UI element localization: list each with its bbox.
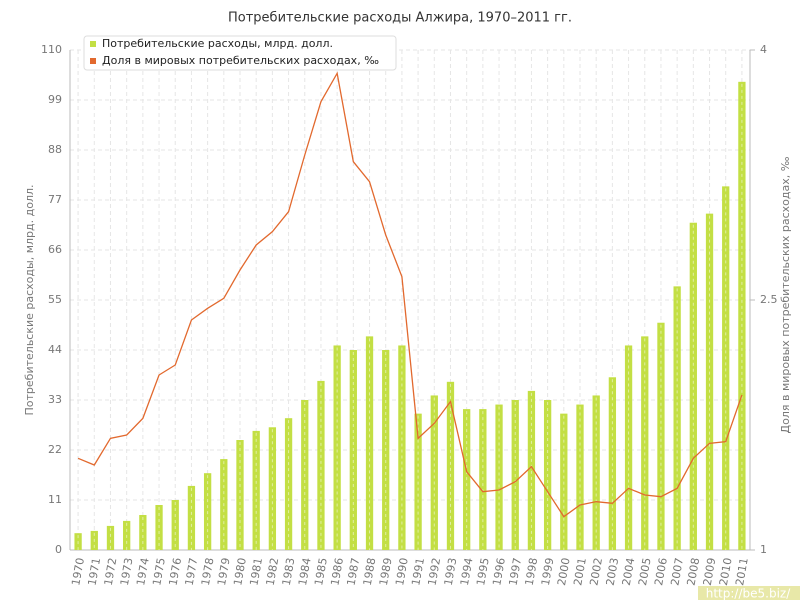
x-tick-label: 1975 — [150, 557, 168, 587]
y2-tick-label: 4 — [760, 43, 767, 56]
bar — [333, 345, 341, 550]
x-tick-label: 1998 — [523, 557, 541, 587]
x-tick-label: 1996 — [490, 557, 508, 587]
legend-box — [83, 35, 397, 71]
bar — [268, 427, 277, 550]
x-tick-label: 1986 — [328, 557, 346, 587]
x-tick-label: 1980 — [231, 557, 249, 587]
bar — [317, 380, 325, 550]
bar — [738, 81, 746, 551]
x-tick-label: 1982 — [264, 557, 282, 587]
bar — [430, 395, 438, 550]
y2-tick-label: 1 — [760, 543, 767, 556]
x-tick-label: 2010 — [717, 557, 735, 587]
x-tick-label: 1984 — [296, 557, 314, 587]
x-tick-label: 1999 — [539, 557, 557, 587]
chart-title: Потребительские расходы Алжира, 1970–201… — [228, 11, 572, 26]
x-tick-label: 1991 — [409, 557, 427, 587]
y2-tick-label: 2.5 — [760, 293, 778, 306]
x-tick-label: 1974 — [134, 557, 152, 587]
x-tick-label: 1972 — [102, 557, 120, 587]
x-tick-label: 2009 — [701, 557, 719, 587]
x-tick-label: 1992 — [426, 557, 444, 587]
legend-label: Потребительские расходы, млрд. долл. — [102, 37, 333, 50]
bar — [398, 345, 406, 550]
x-tick-label: 2007 — [668, 557, 686, 587]
x-tick-label: 2002 — [587, 557, 605, 587]
bar — [446, 381, 455, 550]
x-tick-label: 2000 — [555, 557, 573, 587]
x-tick-label: 1976 — [166, 557, 184, 587]
y-tick-label: 110 — [41, 43, 62, 56]
x-tick-label: 2008 — [685, 557, 703, 587]
legend-swatch — [90, 41, 96, 47]
bar — [106, 525, 115, 550]
y-tick-label: 55 — [48, 293, 62, 306]
y-tick-label: 99 — [48, 93, 62, 106]
bar — [236, 440, 244, 550]
x-tick-label: 1977 — [183, 557, 201, 587]
bar — [624, 345, 633, 550]
bar — [705, 213, 714, 551]
legend-label: Доля в мировых потребительских расходах,… — [102, 54, 379, 67]
x-tick-label: 1993 — [442, 557, 460, 587]
y-axis-title: Потребительские расходы, млрд. долл. — [23, 185, 36, 416]
x-tick-label: 2001 — [571, 557, 589, 587]
x-tick-label: 2005 — [636, 557, 654, 587]
x-tick-label: 1989 — [377, 557, 395, 587]
y-tick-label: 0 — [55, 543, 62, 556]
x-tick-label: 1970 — [69, 557, 87, 587]
bar — [673, 286, 681, 550]
x-tick-label: 1971 — [86, 557, 104, 587]
y-tick-label: 11 — [48, 493, 62, 506]
bar — [495, 404, 503, 550]
x-tick-label: 2011 — [733, 557, 751, 587]
x-tick-label: 1983 — [280, 557, 298, 587]
bar — [689, 222, 697, 550]
bar — [657, 322, 665, 550]
legend: Потребительские расходы, млрд. долл. Доля… — [83, 35, 397, 71]
bar — [722, 186, 730, 550]
bar — [171, 500, 179, 550]
x-tick-label: 2006 — [652, 557, 670, 587]
bar — [139, 515, 147, 550]
bar — [284, 418, 293, 550]
line — [77, 71, 743, 518]
bar — [576, 404, 584, 550]
watermark: http://be5.biz/ — [706, 587, 791, 600]
bar — [592, 395, 600, 550]
y-tick-label: 33 — [48, 393, 62, 406]
bar — [252, 430, 260, 550]
watermark-bg — [698, 586, 800, 600]
y-tick-label: 44 — [48, 343, 62, 356]
y-tick-label: 22 — [48, 443, 62, 456]
x-tick-label: 1997 — [506, 557, 524, 587]
x-tick-label: 2004 — [620, 557, 638, 587]
x-tick-label: 2003 — [604, 557, 622, 587]
bar — [527, 390, 536, 550]
y-tick-label: 88 — [48, 143, 62, 156]
x-tick-label: 1987 — [345, 557, 363, 587]
x-tick-label: 1990 — [393, 557, 411, 587]
x-tick-label: 1978 — [199, 557, 217, 587]
x-tick-label: 1981 — [247, 557, 265, 587]
x-tick-label: 1995 — [474, 557, 492, 587]
x-tick-label: 1985 — [312, 557, 330, 587]
x-tick-label: 1973 — [118, 557, 136, 587]
x-tick-label: 1988 — [361, 557, 379, 587]
y2-axis-title: Доля в мировых потребительских расходах,… — [779, 156, 792, 433]
x-tick-label: 1994 — [458, 557, 476, 587]
legend-swatch — [90, 58, 96, 64]
y-tick-label: 66 — [48, 243, 62, 256]
y-tick-label: 77 — [48, 193, 62, 206]
x-tick-label: 1979 — [215, 557, 233, 587]
